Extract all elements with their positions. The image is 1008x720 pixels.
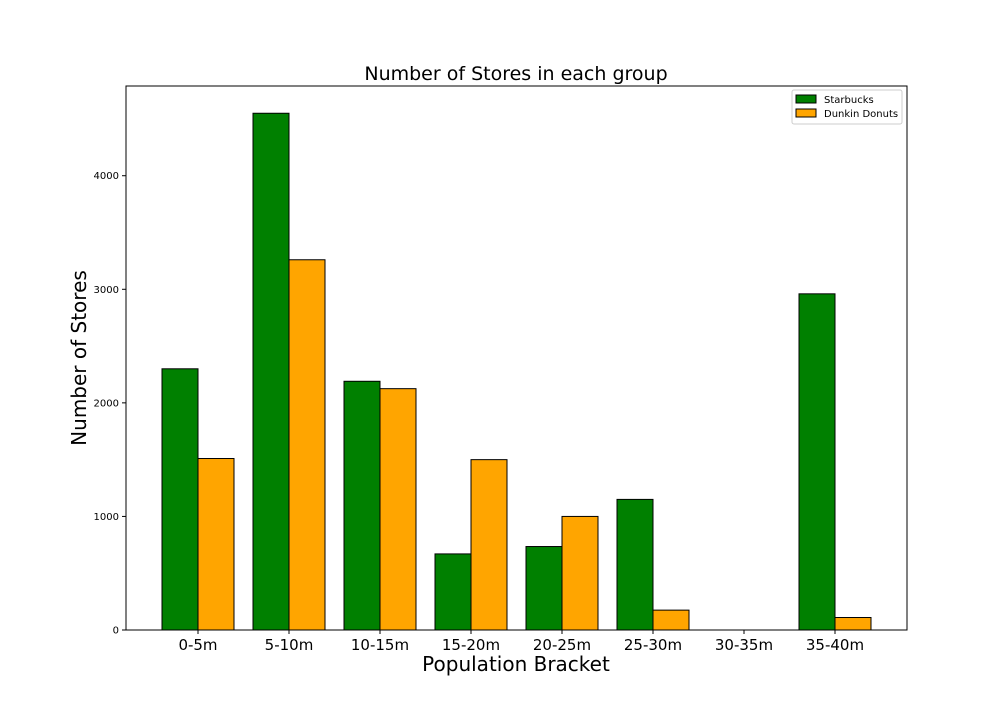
bar-starbucks-15-20m [434, 553, 472, 631]
bar-starbucks-5-10m [252, 112, 290, 631]
y-tick-label: 2000 [94, 398, 119, 409]
x-tick-label: 5-10m [265, 636, 314, 654]
y-tick-label: 0 [113, 626, 119, 637]
y-axis-ticks: 0 1000 2000 3000 4000 [94, 171, 126, 637]
bar-dunkin-donuts-25-30m [652, 609, 690, 631]
x-tick-label: 35-40m [806, 636, 864, 654]
bar-starbucks-25-30m [616, 498, 654, 631]
bar-dunkin-donuts-0-5m [197, 458, 235, 631]
legend-swatch-starbucks [795, 94, 817, 104]
x-tick-label: 10-15m [351, 636, 409, 654]
bar-dunkin-donuts-15-20m [470, 459, 508, 631]
bar-starbucks-0-5m [161, 368, 199, 631]
x-tick-label: 25-30m [624, 636, 682, 654]
bar-dunkin-donuts-35-40m [834, 617, 872, 631]
bar-starbucks-10-15m [343, 380, 381, 631]
legend-label-starbucks: Starbucks [824, 95, 874, 106]
y-axis-label: Number of Stores [67, 270, 91, 446]
x-tick-label: 0-5m [178, 636, 217, 654]
bar-starbucks-35-40m [798, 293, 836, 631]
plot-frame [125, 85, 908, 631]
x-axis-label: Population Bracket [422, 652, 610, 676]
x-tick-label: 15-20m [442, 636, 500, 654]
x-tick-label: 30-35m [715, 636, 773, 654]
bar-starbucks-20-25m [525, 546, 563, 631]
bar-dunkin-donuts-20-25m [561, 515, 599, 631]
legend-label-dunkin-donuts: Dunkin Donuts [824, 109, 898, 120]
legend: Starbucks Dunkin Donuts [791, 89, 903, 125]
x-tick-label: 20-25m [533, 636, 591, 654]
y-tick-label: 1000 [94, 512, 119, 523]
y-tick-label: 3000 [94, 285, 119, 296]
bar-dunkin-donuts-5-10m [288, 259, 326, 631]
x-axis-ticks: 0-5m 5-10m 10-15m 15-20m 20-25m 25-30m 30-35m 3… [178, 630, 864, 654]
legend-swatch-dunkin-donuts [795, 108, 817, 118]
y-tick-label: 4000 [94, 171, 119, 182]
chart-title: Number of Stores in each group [364, 63, 667, 85]
legend-frame [791, 89, 903, 125]
bars-group [161, 112, 872, 631]
bar-dunkin-donuts-10-15m [379, 388, 417, 631]
